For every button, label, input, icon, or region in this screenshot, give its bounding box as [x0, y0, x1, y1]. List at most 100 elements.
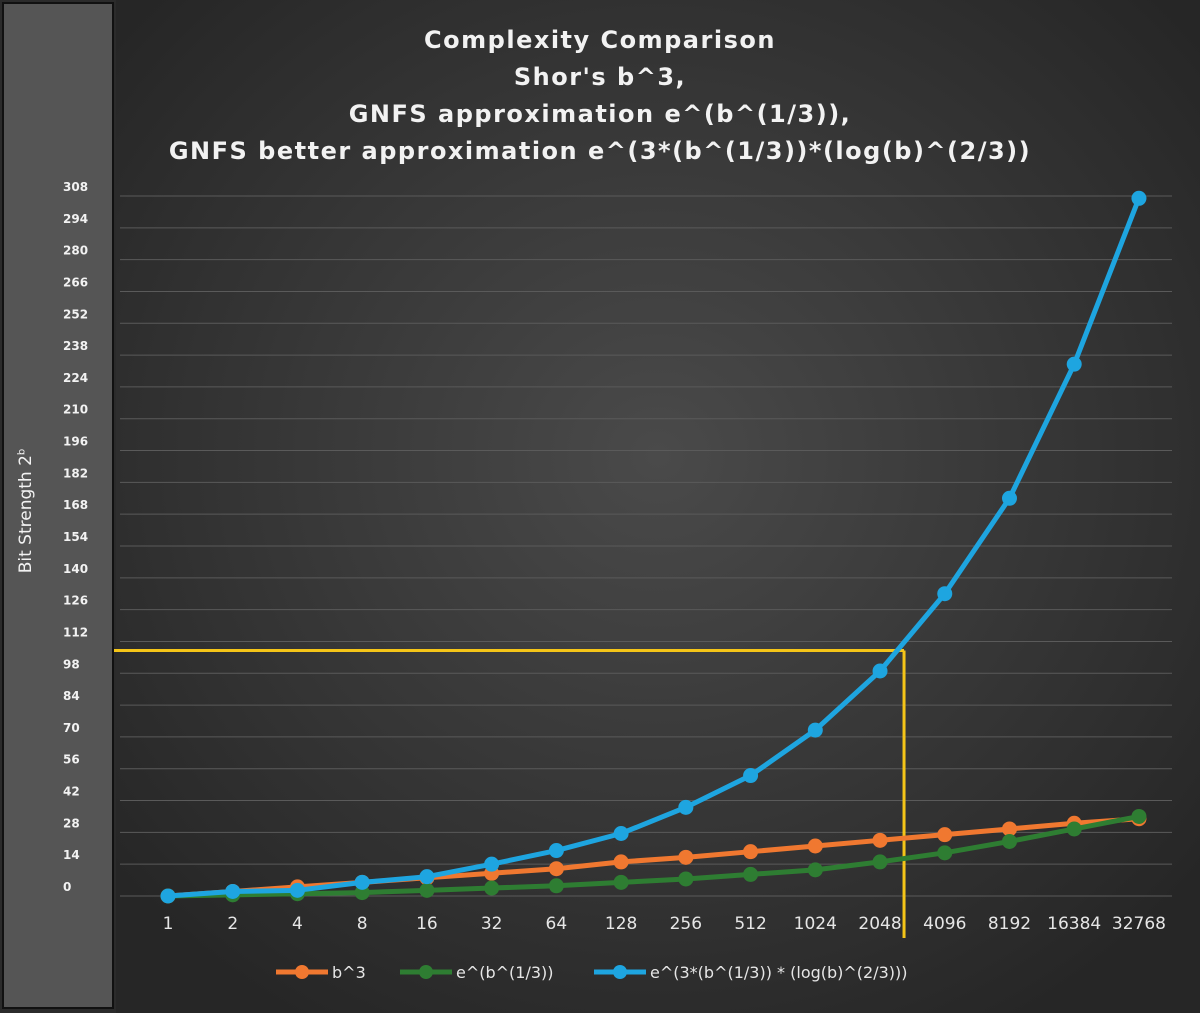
x-tick-label: 1024	[794, 914, 837, 934]
data-point	[743, 844, 759, 860]
series-lines	[160, 190, 1147, 904]
data-point	[548, 878, 564, 894]
y-tick-labels: 0 14 28 42 56 70 84 98 112 126 140 154 168 182 196 210 2…	[63, 180, 88, 894]
data-point	[1066, 356, 1082, 372]
title-line: Shor's b^3,	[514, 63, 686, 91]
data-point	[872, 832, 888, 848]
data-point	[743, 768, 759, 784]
y-tick-label: 56	[63, 753, 80, 767]
x-tick-label: 2048	[858, 914, 901, 934]
data-point	[1001, 490, 1017, 506]
data-point	[484, 880, 500, 896]
legend-item: e^(b^(1/3))	[400, 963, 554, 982]
y-tick-label: 308	[63, 180, 88, 194]
data-point	[872, 663, 888, 679]
data-point	[1131, 190, 1147, 206]
title-line: GNFS approximation e^(b^(1/3)),	[349, 100, 852, 128]
y-tick-label: 266	[63, 275, 88, 289]
data-point	[678, 849, 694, 865]
x-tick-label: 256	[670, 914, 702, 934]
chart-title: Complexity Comparison Shor's b^3, GNFS app…	[169, 26, 1031, 165]
y-tick-label: 294	[63, 212, 88, 226]
y-tick-label: 126	[63, 594, 88, 608]
x-tick-label: 4096	[923, 914, 966, 934]
y-tick-label: 238	[63, 339, 88, 353]
x-tick-label: 2	[227, 914, 238, 934]
y-tick-label: 112	[63, 625, 88, 639]
series-line	[165, 813, 1142, 899]
x-tick-label: 64	[546, 914, 568, 934]
data-point	[419, 869, 435, 885]
data-point	[613, 874, 629, 890]
y-tick-label: 182	[63, 466, 88, 480]
data-point	[937, 586, 953, 602]
x-tick-label: 8192	[988, 914, 1031, 934]
data-point	[548, 843, 564, 859]
data-point	[743, 866, 759, 882]
y-tick-label: 98	[63, 657, 80, 671]
x-tick-label: 128	[605, 914, 637, 934]
x-tick-label: 4	[292, 914, 303, 934]
x-tick-label: 1	[163, 914, 174, 934]
data-point	[1001, 833, 1017, 849]
data-point	[225, 883, 241, 899]
data-point	[419, 882, 435, 898]
data-point	[807, 862, 823, 878]
data-point	[484, 856, 500, 872]
legend-label: e^(b^(1/3))	[456, 963, 554, 982]
data-point	[1066, 821, 1082, 837]
data-point	[678, 871, 694, 887]
y-tick-label: 210	[63, 403, 88, 417]
data-point	[678, 799, 694, 815]
annotation-lines	[114, 649, 906, 938]
data-point	[289, 882, 305, 898]
y-tick-label: 154	[63, 530, 88, 544]
data-point	[807, 838, 823, 854]
y-tick-label: 252	[63, 307, 88, 321]
series-3	[160, 190, 1147, 904]
y-tick-label: 42	[63, 785, 80, 799]
legend-label: b^3	[332, 963, 366, 982]
data-point	[1131, 808, 1147, 824]
x-tick-label: 512	[734, 914, 766, 934]
data-point	[937, 845, 953, 861]
y-tick-label: 0	[63, 880, 71, 894]
x-tick-label: 8	[357, 914, 368, 934]
data-point	[872, 854, 888, 870]
legend-swatch-marker	[419, 965, 433, 979]
data-point	[548, 861, 564, 877]
legend-swatch-marker	[613, 965, 627, 979]
data-point	[354, 874, 370, 890]
y-tick-label: 14	[63, 848, 80, 862]
x-tick-label: 32	[481, 914, 503, 934]
y-tick-label: 224	[63, 371, 88, 385]
y-tick-label: 28	[63, 816, 80, 830]
data-point	[613, 826, 629, 841]
legend-label: e^(3*(b^(1/3)) * (log(b)^(2/3)))	[650, 963, 908, 982]
y-tick-label: 84	[63, 689, 80, 703]
title-line: Complexity Comparison	[424, 26, 776, 54]
plot-background	[116, 0, 1200, 1013]
legend-swatch-marker	[295, 965, 309, 979]
data-point	[1001, 821, 1017, 837]
legend: b^3 e^(b^(1/3)) e^(3*(b^(1/3)) * (log(b)^(…	[276, 963, 908, 982]
legend-item: b^3	[276, 963, 366, 982]
data-point	[613, 854, 629, 870]
x-tick-label: 16384	[1047, 914, 1101, 934]
data-point	[160, 888, 176, 904]
x-tick-label: 32768	[1112, 914, 1166, 934]
title-line: GNFS better approximation e^(3*(b^(1/3))…	[169, 137, 1031, 165]
x-tick-labels: 1 2 4 8 16 32 64 128 256 512 1024 2048 4096 8192 16384…	[163, 914, 1166, 934]
gridlines	[120, 195, 1172, 897]
series-line	[165, 195, 1142, 899]
x-tick-label: 16	[416, 914, 438, 934]
data-point	[807, 722, 823, 738]
y-tick-label: 280	[63, 244, 88, 258]
y-tick-label: 140	[63, 562, 88, 576]
y-tick-label: 196	[63, 435, 88, 449]
legend-item: e^(3*(b^(1/3)) * (log(b)^(2/3)))	[594, 963, 908, 982]
y-tick-label: 70	[63, 721, 80, 735]
y-axis-panel: Bit Strength 2b	[2, 2, 114, 1009]
